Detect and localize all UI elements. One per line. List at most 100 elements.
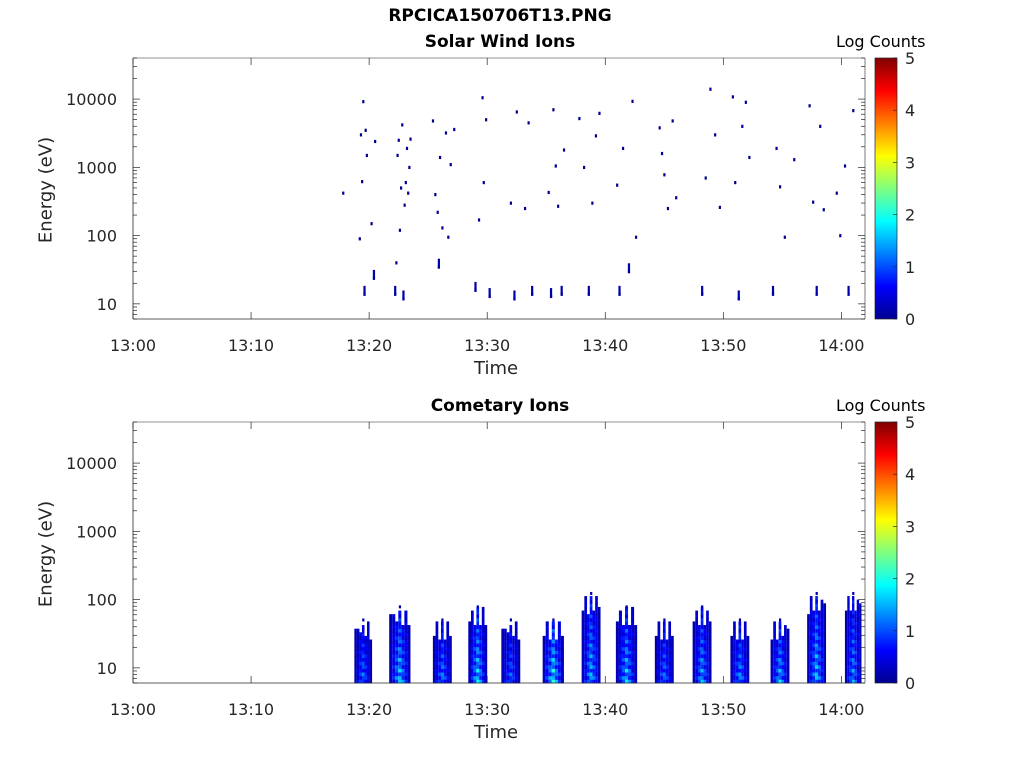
burst-cell	[695, 657, 699, 662]
burst-cell	[584, 610, 588, 615]
burst-cell	[738, 625, 742, 630]
burst-cell	[506, 661, 510, 666]
burst-cell	[856, 621, 860, 626]
burst-cell	[775, 643, 779, 648]
burst-cell	[389, 635, 393, 640]
burst-cell	[542, 650, 546, 655]
burst-cell	[615, 632, 619, 637]
burst-cell	[587, 625, 590, 630]
burst-cell	[743, 632, 747, 637]
burst-cell	[852, 596, 855, 601]
burst-cell	[778, 664, 782, 669]
burst-cell	[476, 675, 480, 680]
burst-cell	[703, 654, 707, 659]
burst-cell	[844, 661, 848, 666]
burst-cell	[473, 668, 477, 673]
burst-cell	[517, 657, 521, 662]
burst-cell	[592, 650, 596, 655]
burst-cell	[359, 646, 362, 651]
y-tick-label: 100	[86, 227, 117, 246]
burst-cell	[435, 654, 439, 659]
burst-cell	[770, 675, 774, 680]
burst-cell	[631, 635, 635, 640]
burst-cell	[775, 664, 779, 669]
burst-cell	[560, 643, 564, 648]
burst-cell	[665, 650, 669, 655]
burst-cell	[440, 668, 444, 673]
burst-cell	[554, 639, 558, 644]
burst-cell	[706, 672, 709, 677]
burst-cell	[844, 664, 848, 669]
burst-cell	[743, 628, 747, 633]
burst-cell	[435, 621, 439, 626]
burst-cell	[665, 643, 669, 648]
data-point	[407, 191, 410, 195]
burst-cell	[817, 657, 821, 662]
burst-cell	[501, 657, 505, 662]
burst-cell	[817, 654, 821, 659]
burst-cell	[844, 672, 848, 677]
burst-cell	[820, 606, 824, 611]
burst-cell	[807, 635, 810, 640]
burst-cell	[395, 635, 399, 640]
burst-cell	[735, 661, 739, 666]
burst-cell	[501, 654, 505, 659]
burst-cell	[449, 646, 452, 651]
burst-cell	[354, 657, 357, 662]
burst-cell	[398, 643, 402, 648]
burst-cell	[671, 661, 674, 666]
burst-cell	[581, 617, 585, 622]
data-point	[616, 183, 619, 187]
burst-cell	[479, 635, 482, 640]
burst-cell	[484, 632, 488, 637]
burst-cell	[618, 646, 622, 651]
burst-cell	[584, 596, 588, 601]
burst-cell	[773, 643, 776, 648]
burst-cell	[398, 661, 402, 666]
burst-cell	[395, 643, 399, 648]
burst-cell	[481, 610, 485, 615]
burst-cell	[733, 661, 736, 666]
data-point	[365, 153, 368, 158]
colorbar-tick-label: 3	[905, 153, 915, 172]
burst-cell	[471, 625, 474, 630]
data-point	[374, 139, 377, 144]
data-point	[557, 204, 560, 208]
burst-cell	[435, 661, 439, 666]
burst-cell	[395, 621, 399, 626]
burst-cell	[395, 675, 399, 680]
burst-cell	[587, 668, 590, 673]
burst-cell	[618, 654, 622, 659]
burst-cell	[595, 654, 598, 659]
data-point	[808, 104, 811, 108]
burst-cell	[847, 664, 850, 669]
burst-top-point	[625, 605, 628, 609]
data-point	[362, 100, 365, 104]
burst-cell	[468, 661, 472, 666]
burst-cell	[671, 635, 674, 640]
burst-cell	[852, 632, 855, 637]
burst-cell	[859, 603, 862, 608]
burst-cell	[849, 650, 853, 655]
burst-cell	[551, 672, 555, 677]
burst-cell	[367, 646, 370, 651]
burst-cell	[481, 675, 485, 680]
burst-cell	[671, 643, 674, 648]
burst-cell	[706, 668, 709, 673]
burst-cell	[849, 632, 853, 637]
burst-cell	[807, 632, 810, 637]
burst-cell	[743, 679, 747, 684]
burst-cell	[584, 599, 588, 604]
burst-cell	[398, 635, 402, 640]
burst-cell	[471, 661, 474, 666]
data-point	[631, 99, 634, 103]
burst-cell	[631, 617, 635, 622]
burst-cell	[597, 679, 601, 684]
burst-cell	[854, 679, 857, 684]
burst-cell	[773, 625, 776, 630]
burst-cell	[733, 650, 736, 655]
burst-top-point	[552, 618, 555, 622]
burst-cell	[404, 610, 408, 615]
burst-cell	[389, 661, 393, 666]
burst-cell	[654, 668, 658, 673]
